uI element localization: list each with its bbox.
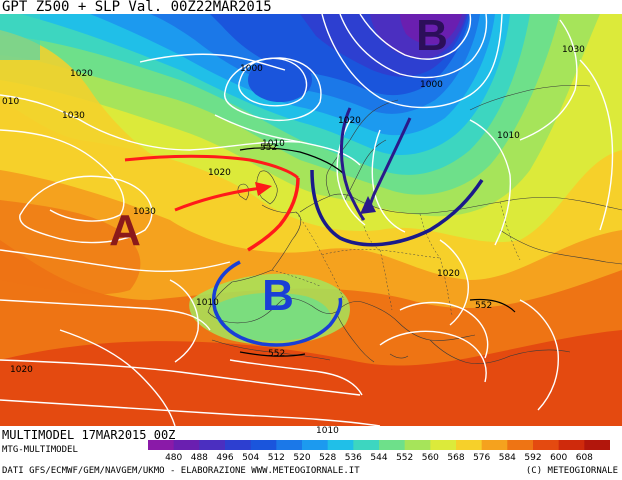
data-sources-label: DATI GFS/ECMWF/GEM/NAVGEM/UKMO - ELABORA…: [0, 464, 362, 478]
map-title: GPT Z500 + SLP Val. 00Z22MAR2015: [0, 0, 274, 15]
color-scale-swatch: [353, 440, 380, 450]
color-scale-swatch: [481, 440, 508, 450]
model-run-label: MULTIMODEL 17MAR2015 00Z: [0, 428, 178, 442]
color-scale-tick-label: 584: [499, 453, 516, 462]
coastlines: [207, 84, 622, 364]
color-scale-tick-label: 592: [524, 453, 541, 462]
color-scale-swatch: [250, 440, 277, 450]
color-scale-tick-label: 512: [268, 453, 285, 462]
isobar-label: 1030: [133, 207, 156, 217]
color-scale-tick-label: 600: [550, 453, 567, 462]
color-scale-tick-label: 488: [191, 453, 208, 462]
color-scale-swatch: [276, 440, 303, 450]
color-scale-tick-label: 520: [293, 453, 310, 462]
color-scale-tick-label: 576: [473, 453, 490, 462]
color-scale-tick-label: 496: [216, 453, 233, 462]
color-scale-swatch: [199, 440, 226, 450]
isobar-label: 1020: [338, 116, 361, 126]
color-scale-tick-label: 560: [422, 453, 439, 462]
isobar-label: 1020: [437, 269, 460, 279]
color-scale-swatch: [507, 440, 534, 450]
isobar-label: 010: [2, 97, 19, 107]
color-scale-swatch: [404, 440, 431, 450]
isobar-label: 1030: [62, 111, 85, 121]
gpt-552-isoline: [239, 147, 516, 357]
color-scale-swatches: [148, 440, 610, 450]
color-scale-swatch: [302, 440, 329, 450]
isobar-label: 1010: [497, 131, 520, 141]
color-scale: 480 488 496 504 512 520 528 536 544 552 560 568 576 5…: [148, 440, 610, 462]
color-scale-swatch: [430, 440, 457, 450]
isobar-label: 1010: [196, 298, 219, 308]
color-scale-swatch: [225, 440, 252, 450]
color-scale-tick-label: 480: [165, 453, 182, 462]
annotation-arrows: [124, 107, 484, 347]
isobar-label: 1010: [262, 139, 285, 149]
low-pressure-center-north: B: [416, 11, 448, 60]
isobars: [0, 14, 614, 426]
color-scale-swatch: [173, 440, 200, 450]
color-scale-tick-label: 608: [576, 453, 593, 462]
color-scale-tick-label: 528: [319, 453, 336, 462]
isobar-label: 552: [268, 349, 285, 359]
color-scale-tick-label: 544: [370, 453, 387, 462]
color-scale-tick-label: 536: [345, 453, 362, 462]
isobar-label: 1020: [70, 69, 93, 79]
color-scale-swatch: [558, 440, 585, 450]
isobar-label: 1020: [208, 168, 231, 178]
color-scale-swatch: [584, 440, 610, 450]
color-scale-swatch: [533, 440, 560, 450]
model-name-label: MTG-MULTIMODEL: [0, 443, 80, 457]
borders: [271, 201, 521, 316]
isobar-label: 1000: [240, 64, 263, 74]
copyright-label: (C) METEOGIORNALE: [523, 464, 620, 478]
color-scale-swatch: [379, 440, 406, 450]
high-pressure-center: A: [109, 206, 141, 255]
isobar-label: 1020: [10, 365, 33, 375]
color-scale-tick-label: 568: [447, 453, 464, 462]
color-scale-swatch: [327, 440, 354, 450]
low-pressure-center-south: B: [262, 271, 294, 320]
color-scale-tick-label: 504: [242, 453, 259, 462]
color-scale-tick-label: 552: [396, 453, 413, 462]
isobar-label: 552: [260, 143, 277, 153]
isobar-label: 1030: [562, 45, 585, 55]
geopotential-field: [0, 14, 622, 426]
color-scale-ticks: 480 488 496 504 512 520 528 536 544 552 560 568 576 5…: [165, 453, 593, 462]
pressure-centers: B A B: [109, 11, 448, 320]
color-scale-swatch: [456, 440, 483, 450]
isobar-label: 1010: [316, 426, 339, 436]
color-scale-swatch: [148, 440, 175, 450]
isobar-label: 552: [475, 301, 492, 311]
isobar-label: 1000: [420, 80, 443, 90]
isobar-labels: 1020 1030 010 1000 1000 1030 1020 1010 1…: [2, 45, 585, 436]
